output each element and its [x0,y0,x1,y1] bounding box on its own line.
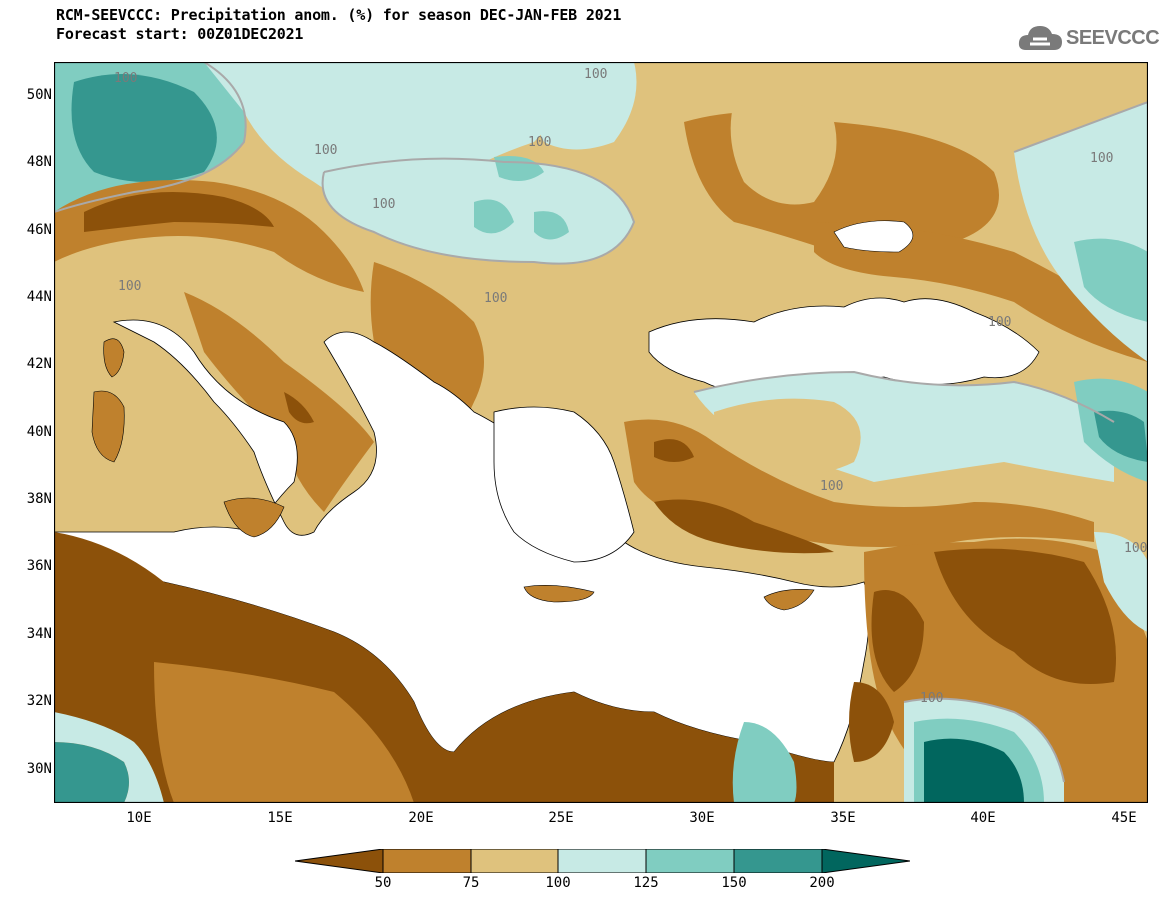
contour-label: 100 [372,197,395,212]
cloud-icon [1018,26,1062,50]
contour-labels: 100 100 100 100 100 100 100 100 100 100 … [114,67,1147,706]
corsica-island [103,338,125,378]
title-line-1: RCM-SEEVCCC: Precipitation anom. (%) for… [56,6,622,24]
lon-label-10e: 10E [126,810,152,826]
dry-light-turkey-center [714,398,861,476]
sardinia-island [91,390,125,463]
colorbar-segment-150-200 [733,849,823,873]
wet-light-iran-edge [1094,532,1148,632]
cyprus-island [763,589,815,611]
logo-text: SEEVCCC [1066,27,1160,49]
contour-100-lines [54,62,1148,783]
wet-extreme-arabia [924,738,1024,803]
crete-island [523,585,595,603]
colorbar-label-125: 125 [633,875,659,891]
colorbar-label-200: 200 [809,875,835,891]
dry-libya-coast [154,662,414,803]
dry-italy [184,292,374,512]
dry-strong-band-alps [84,192,274,232]
colorbar-label-100: 100 [545,875,571,891]
lon-label-35e: 35E [830,810,856,826]
dry-strong-italy [284,392,314,424]
lat-label-30n: 30N [26,761,52,777]
lon-label-30e: 30E [689,810,715,826]
wet-sw-corner [54,742,129,803]
contour-label: 100 [920,691,943,706]
lon-label-20e: 20E [408,810,434,826]
lat-label-32n: 32N [26,693,52,709]
chart-title: RCM-SEEVCCC: Precipitation anom. (%) for… [56,6,621,44]
dry-strong-turkey-south [654,439,834,554]
wet-strong-caucasus [1094,410,1148,462]
contour-label: 100 [820,479,843,494]
lat-label-42n: 42N [26,356,52,372]
wet-egypt-red-sea [732,722,797,803]
colorbar [295,849,910,873]
aegean-sea [493,406,635,563]
sea-of-azov [833,220,914,253]
sicily-island [223,497,285,538]
contour-label: 100 [484,291,507,306]
colorbar-segment-125-150 [645,849,735,873]
contour-label: 100 [528,135,551,150]
colorbar-segment-75-100 [470,849,559,873]
colorbar-segment-100-125 [557,849,647,873]
map-frame [54,62,1148,803]
contour-label: 100 [118,279,141,294]
wet-light-ukraine [514,62,637,150]
contour-label: 100 [988,315,1011,330]
title-line-2: Forecast start: 00Z01DEC2021 [56,25,304,43]
lat-label-36n: 36N [26,558,52,574]
colorbar-segment-50-75 [382,849,472,873]
colorbar-label-75: 75 [462,875,480,891]
contour-label: 100 [314,143,337,158]
colorbar-label-150: 150 [721,875,747,891]
dry-russia-band [814,222,1148,362]
lat-label-46n: 46N [26,222,52,238]
wet-pannonia-spots [474,156,569,240]
contour-label: 100 [114,71,137,86]
contour-label: 100 [1090,151,1113,166]
lat-label-38n: 38N [26,491,52,507]
contour-label: 100 [1124,541,1147,556]
lat-label-50n: 50N [26,87,52,103]
colorbar-segment-lt50 [295,849,384,873]
lon-label-45e: 45E [1111,810,1137,826]
wet-east-core [1074,238,1148,322]
dry-light-ukraine-center [730,99,837,205]
dry-strong-syria-iraq [934,548,1116,684]
lon-label-15e: 15E [267,810,293,826]
lon-label-25e: 25E [548,810,574,826]
wet-strong-region-northwest [71,74,217,182]
dry-strong-sinai [849,682,894,762]
lat-label-40n: 40N [26,424,52,440]
contour-label: 100 [584,67,607,82]
lat-label-44n: 44N [26,289,52,305]
wet-light-sw-corner [54,712,164,803]
lat-label-34n: 34N [26,626,52,642]
colorbar-segment-gt200 [821,849,910,873]
precipitation-anomaly-map: 100 100 100 100 100 100 100 100 100 100 … [54,62,1148,803]
colorbar-label-50: 50 [374,875,392,891]
seevccc-logo: SEEVCCC [1018,22,1160,58]
lat-label-48n: 48N [26,154,52,170]
dry-strong-jordan [871,590,924,692]
lon-label-40e: 40E [970,810,996,826]
